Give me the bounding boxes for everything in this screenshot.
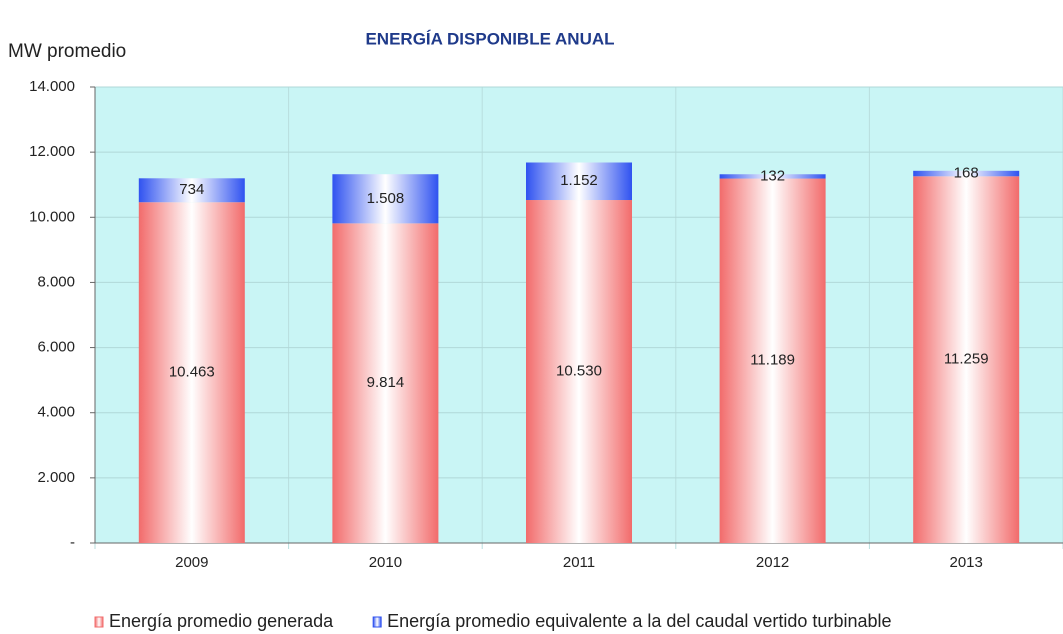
legend-swatch [94,616,104,628]
y-tick-label: 10.000 [29,208,75,225]
y-tick-label: 12.000 [29,143,75,160]
bar-segment [332,223,439,543]
bar-segment [526,200,632,543]
legend-swatch [372,616,382,628]
y-tick-label: 14.000 [29,78,75,95]
data-label: 11.259 [944,351,989,368]
data-label: 9.814 [367,374,405,391]
data-label: 734 [179,181,204,198]
data-label: 11.189 [750,352,795,369]
y-tick-label: 4.000 [37,404,75,421]
x-tick-label: 2013 [950,554,983,571]
data-label: 10.463 [169,364,215,381]
data-label: 168 [954,165,979,182]
y-tick-label: - [70,534,75,551]
legend-label: Energía promedio generada [109,611,334,631]
bar-segment [719,174,826,179]
bar-segment [332,174,439,224]
y-tick-label: 8.000 [37,273,75,290]
bar-segment [913,170,1020,177]
bar-segment [138,178,245,203]
y-tick-label: 2.000 [37,469,75,486]
y-axis-title: MW promedio [8,41,126,62]
chart-title: ENERGÍA DISPONIBLE ANUAL [365,29,614,48]
bar-segment [913,176,1020,543]
x-tick-label: 2012 [756,554,789,571]
x-tick-label: 2011 [563,554,595,571]
x-tick-label: 2009 [175,554,208,571]
data-label: 1.152 [560,172,598,189]
data-label: 10.530 [556,362,602,379]
bar-segment [719,178,826,543]
x-tick-label: 2010 [369,554,402,571]
data-label: 132 [760,167,785,184]
bar-segment [526,162,632,201]
legend-label: Energía promedio equivalente a la del ca… [387,611,891,631]
data-label: 1.508 [367,190,405,207]
bar-segment [138,202,245,543]
y-tick-label: 6.000 [37,339,75,356]
